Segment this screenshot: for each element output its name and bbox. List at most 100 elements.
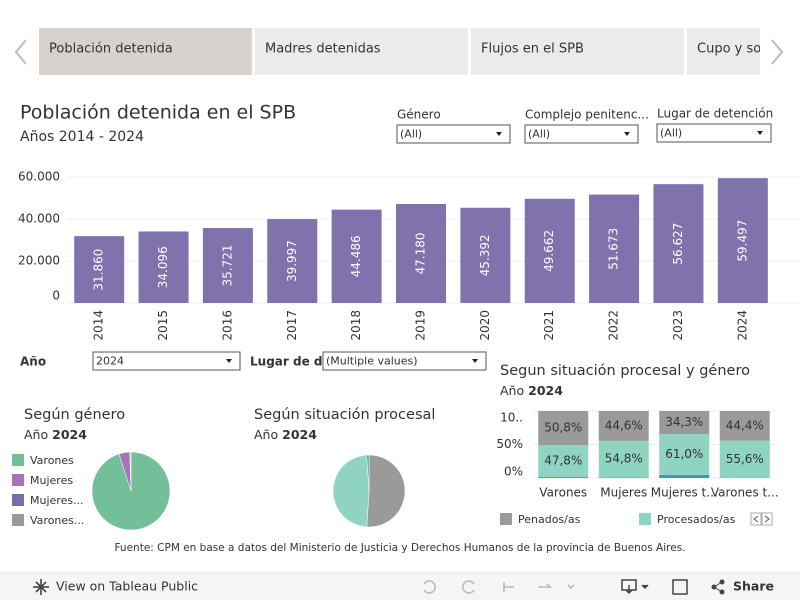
legend-swatch	[639, 513, 651, 525]
pie-slice	[366, 454, 406, 528]
chart-title: Según género	[24, 407, 125, 423]
legend-label: Penados/as	[518, 513, 581, 526]
filter-value[interactable]: (Multiple values)	[326, 355, 418, 368]
tab-prev[interactable]	[14, 39, 27, 65]
segment-label: 61,0%	[665, 447, 703, 461]
tableau-icon	[33, 579, 49, 595]
bar	[202, 228, 253, 303]
share-icon[interactable]	[711, 579, 725, 595]
tab[interactable]	[471, 28, 684, 75]
x-tick-label: 2017	[285, 310, 299, 341]
bar-value-label: 31.860	[92, 249, 106, 291]
segment-label: 44,4%	[726, 418, 764, 432]
x-tick-label: 2018	[349, 310, 363, 341]
dashboard-subtitle: Años 2014 - 2024	[20, 129, 144, 145]
view-on-tableau[interactable]: View on Tableau Public	[56, 579, 198, 594]
filter-dropdown[interactable]	[396, 124, 511, 144]
tab-label[interactable]: Flujos en el SPB	[481, 42, 584, 57]
y-tick-label: 0%	[504, 465, 523, 479]
bar-value-label: 44.486	[349, 235, 363, 277]
x-tick-label: 2022	[607, 310, 621, 341]
y-tick-label: 40.000	[18, 212, 60, 226]
filter-dropdown[interactable]	[322, 351, 487, 371]
dropdown-arrow[interactable]	[757, 131, 763, 135]
filter-value[interactable]: (All)	[660, 127, 682, 140]
legend-swatch	[12, 494, 24, 506]
bar-value-label: 39.997	[285, 240, 299, 282]
legend-label: Varones...	[30, 514, 84, 527]
tab-label[interactable]: Cupo y sob	[697, 42, 769, 57]
filter-dropdown[interactable]	[92, 351, 241, 371]
filter-label: Año	[20, 355, 46, 369]
chart-subtitle: Año 2024	[254, 427, 317, 442]
tab-next[interactable]	[771, 39, 784, 65]
pie-slice	[366, 454, 370, 492]
bar	[267, 219, 318, 303]
bar	[589, 194, 640, 303]
download-icon[interactable]	[621, 579, 649, 595]
dropdown-arrow[interactable]	[624, 132, 630, 136]
x-tick-label: 2015	[156, 310, 170, 341]
legend-scroll-left-icon[interactable]	[753, 515, 759, 523]
legend-label: Varones	[30, 454, 74, 467]
bar-value-label: 34.096	[156, 246, 170, 288]
subtitle-year: 2024	[528, 383, 563, 398]
filter-label: Género	[397, 108, 441, 122]
share-label[interactable]: Share	[733, 579, 774, 594]
bar-value-label: 45.392	[478, 234, 492, 276]
x-tick-label: 2024	[735, 310, 749, 341]
bar-segment	[598, 440, 649, 478]
fullscreen-icon[interactable]	[672, 579, 688, 595]
segment-label: 55,6%	[726, 452, 764, 466]
bar-segment	[538, 477, 589, 478]
filter-value[interactable]: 2024	[96, 355, 124, 368]
legend-scroll-right[interactable]	[761, 512, 773, 526]
bar-value-label: 59.497	[735, 220, 749, 262]
bar-segment	[719, 411, 770, 441]
bar-segment	[659, 474, 710, 478]
filter-value[interactable]: (All)	[528, 128, 550, 141]
legend-swatch	[500, 513, 512, 525]
pie-slice	[332, 454, 370, 528]
tab-label[interactable]: Población detenida	[49, 42, 173, 57]
chart-subtitle: Año 2024	[500, 383, 563, 398]
tab-fade	[760, 28, 800, 75]
subtitle-label: Año	[24, 427, 48, 442]
dashboard-title: Población detenida en el SPB	[20, 102, 296, 124]
dropdown-arrow[interactable]	[226, 359, 232, 363]
x-tick-label: Varones t...	[711, 486, 779, 500]
bar	[74, 236, 125, 303]
dropdown-arrow[interactable]	[496, 132, 502, 136]
legend-scroll-left[interactable]	[750, 512, 762, 526]
toolbar-icons	[423, 580, 575, 594]
tab-label[interactable]: Madres detenidas	[265, 42, 381, 57]
bar-value-label: 49.662	[542, 230, 556, 272]
filter-label: Complejo penitenc...	[525, 108, 649, 122]
tab[interactable]	[687, 28, 760, 75]
segment-label: 54,8%	[605, 452, 643, 466]
legend-scroll-right-icon[interactable]	[764, 515, 770, 523]
chart-title: Según situación procesal	[254, 407, 435, 423]
segment-label: 44,6%	[605, 418, 643, 432]
bar-value-label: 51.673	[607, 228, 621, 270]
filter-value[interactable]: (All)	[400, 128, 422, 141]
filter-label: Lugar de detención	[657, 107, 773, 121]
bar-segment	[598, 411, 649, 441]
bar-value-label: 47.180	[414, 232, 428, 274]
filter-dropdown[interactable]	[524, 124, 639, 144]
dropdown-arrow[interactable]	[472, 359, 478, 363]
subtitle-label: Año	[254, 427, 278, 442]
x-tick-label: 2014	[92, 310, 106, 341]
segment-label: 34,3%	[665, 415, 703, 429]
bar-segment	[659, 411, 710, 434]
bar	[524, 198, 575, 303]
bar-value-label: 56.627	[671, 223, 685, 265]
subtitle-year: 2024	[282, 427, 317, 442]
legend-label: Mujeres	[30, 474, 73, 487]
tab[interactable]	[255, 28, 468, 75]
bar-value-label: 35.721	[220, 245, 234, 287]
filter-dropdown[interactable]	[656, 123, 772, 143]
tab[interactable]	[39, 28, 252, 75]
footer-note: Fuente: CPM en base a datos del Minister…	[114, 542, 685, 554]
